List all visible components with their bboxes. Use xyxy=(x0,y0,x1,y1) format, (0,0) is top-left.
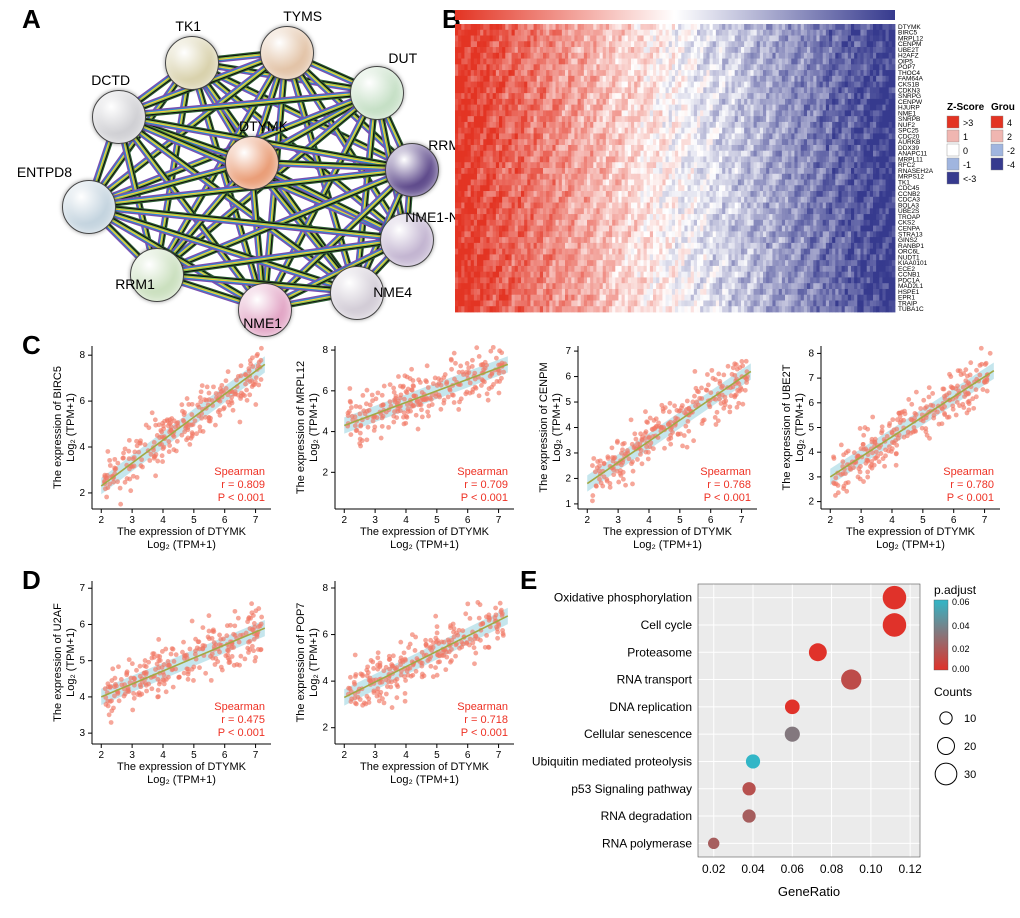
network-node-tk1 xyxy=(165,36,219,90)
panel-label-d: D xyxy=(22,565,41,596)
network-node-dut xyxy=(350,66,404,120)
network-node-label: NME4 xyxy=(373,284,412,300)
panel-a-network: TK1TYMSDUTDCTDDTYMKRRM2ENTPD8NME1-NME2RR… xyxy=(50,8,430,318)
network-node-label: ENTPD8 xyxy=(17,164,72,180)
network-node-label: RRM1 xyxy=(115,276,155,292)
network-node-entpd8 xyxy=(62,180,116,234)
network-node-rrm1 xyxy=(130,248,184,302)
network-node-label: TYMS xyxy=(283,8,322,24)
network-node-label: DTYMK xyxy=(239,118,288,134)
scatter-u2af: 23456734567The expression of DTYMKLog₂ (… xyxy=(52,575,277,790)
panel-e-svg: Oxidative phosphorylationCell cycleProte… xyxy=(528,572,1018,912)
figure-root: A B C D E TK1TYMSDUTDCTDDTYMKRRM2ENTPD8N… xyxy=(0,0,1020,918)
network-node-label: TK1 xyxy=(175,18,201,34)
scatter-birc5: 2345672468The expression of DTYMKLog₂ (T… xyxy=(52,340,277,555)
network-node-label: DCTD xyxy=(91,72,130,88)
network-node-label: DUT xyxy=(388,50,417,66)
network-node-dctd xyxy=(92,90,146,144)
panel-b-heatmap: DTYMKBIRC5MRPL12CENPMUBE2TH2AFZOIP5POP7T… xyxy=(455,10,995,315)
panel-e-dotplot: Oxidative phosphorylationCell cycleProte… xyxy=(528,572,1008,902)
scatter-mrpl12: 2345672468The expression of DTYMKLog₂ (T… xyxy=(295,340,520,555)
scatter-ube2t: 2345672345678The expression of DTYMKLog₂… xyxy=(781,340,1006,555)
panel-label-c: C xyxy=(22,330,41,361)
scatter-pop7: 2345672468The expression of DTYMKLog₂ (T… xyxy=(295,575,520,790)
panel-b-svg: DTYMKBIRC5MRPL12CENPMUBE2TH2AFZOIP5POP7T… xyxy=(455,10,1015,330)
network-node-dtymk xyxy=(225,136,279,190)
network-node-label: NME1 xyxy=(243,315,282,331)
scatter-cenpm: 2345671234567The expression of DTYMKLog₂… xyxy=(538,340,763,555)
network-node-tyms xyxy=(260,26,314,80)
